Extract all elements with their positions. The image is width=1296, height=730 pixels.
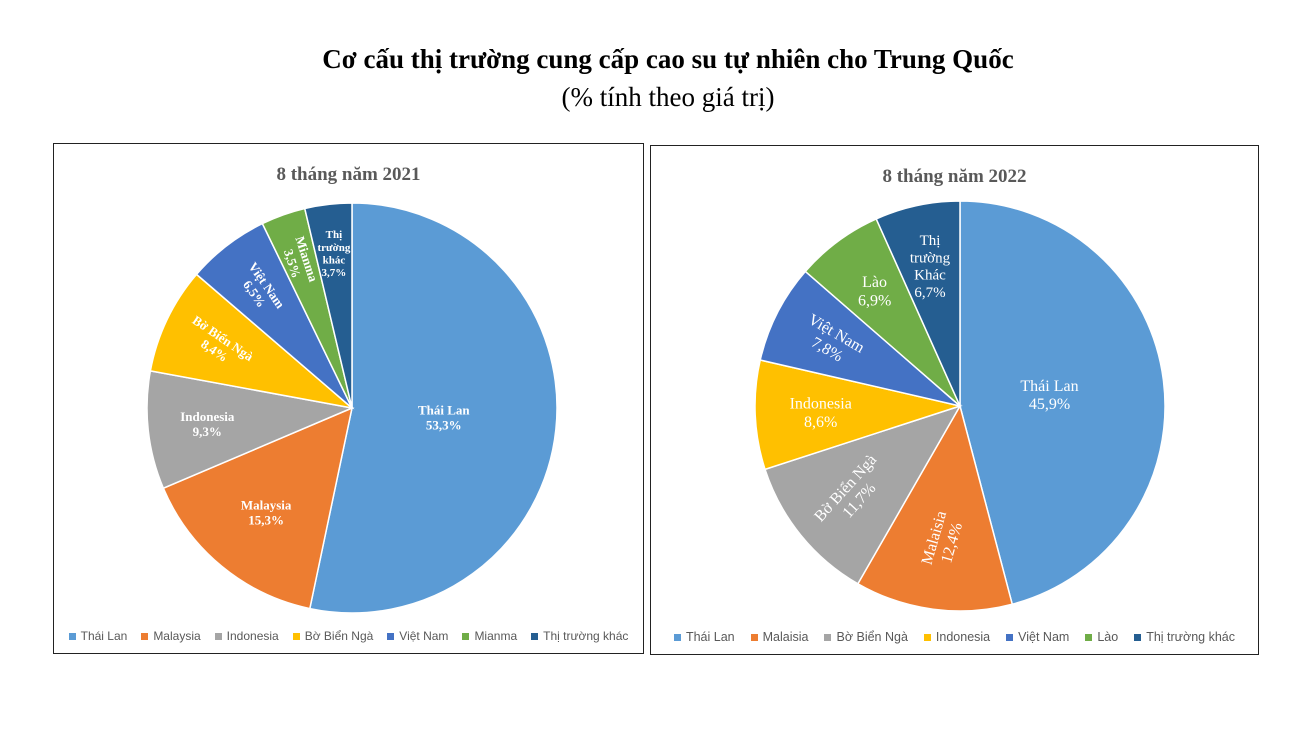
pie-slice-7 [875,200,961,407]
chart-title: 8 tháng năm 2021 [276,164,421,185]
legend-label: Thị trường khác [1146,630,1236,644]
pie-chart-2021: Thái Lan 53,3%Malaysia 15,3%Indonesia 9,3%B… [146,202,558,614]
legend-label: Thái Lan [685,630,735,644]
data-label: Thái Lan 45,9% [1020,378,1078,413]
data-label: Thị trường Khác 6,7% [910,233,951,301]
chart-legend: Thái Lan Malaisia Bờ Biển Ngà Indonesia Việt… [651,630,1258,644]
legend-swatch [387,632,395,640]
chart-panel-2022: 8 tháng năm 2022 Thái Lan 45,9% Malaisia12… [650,145,1259,655]
legend-item: Thái Lan [68,629,128,643]
legend-item: Thị trường khác [531,629,628,643]
pie-slice-3 [764,404,962,585]
legend-swatch [824,633,832,641]
pie-slice-1 [308,202,558,614]
pie-slice-2 [162,406,354,610]
legend-item: Lào [1085,630,1118,644]
legend-item: Malaysia [141,629,201,643]
chart-legend: Thái Lan Malaysia Indonesia Bờ Biển Ngà Việt… [54,629,643,643]
legend-item: Bờ Biển Ngà [292,629,374,643]
data-label: Thái Lan 53,3% [418,403,470,433]
legend-swatch [292,632,300,640]
pie-slice-7 [303,202,353,409]
legend-label: Thái Lan [80,629,128,643]
page-title: Cơ cấu thị trường cung cấp cao su tự nhi… [322,44,1014,74]
legend-swatch [923,633,931,641]
pie-slice-4 [149,273,355,410]
pie-slice-4 [754,359,963,471]
legend-swatch [462,632,470,640]
legend-item: Thị trường khác [1134,630,1235,644]
legend-item: Malaisia [750,630,809,644]
legend-label: Malaisia [762,630,809,644]
legend-swatch [531,632,539,640]
legend-label: Việt Nam [1018,630,1070,644]
legend-item: Indonesia [923,630,991,644]
legend-item: Việt Nam [1006,630,1069,644]
legend-label: Bờ Biển Ngà [836,630,908,644]
pie-slice-5 [759,270,961,407]
legend-swatch [68,632,76,640]
legend-item: Thái Lan [673,630,735,644]
legend-swatch [214,632,222,640]
legend-label: Mianma [474,629,518,643]
legend-swatch [1006,633,1014,641]
chart-title: 8 tháng năm 2022 [882,166,1027,187]
legend-label: Thị trường khác [543,629,629,643]
pie-chart-2022: Thái Lan 45,9%Malaisia12,4%Bờ Biển Ngà11,… [754,200,1166,612]
legend-label: Việt Nam [399,629,449,643]
legend-label: Indonesia [226,629,279,643]
page-subtitle: (% tính theo giá trị) [561,82,775,112]
legend-swatch [1134,633,1142,641]
data-label: Indonesia 9,3% [180,409,235,439]
legend-swatch [1085,633,1093,641]
legend-label: Lào [1097,630,1119,644]
legend-label: Bờ Biển Ngà [304,629,374,643]
data-label: Indonesia 8,6% [790,396,852,431]
legend-item: Việt Nam [387,629,448,643]
legend-swatch [750,633,758,641]
pie-slice-3 [146,369,355,490]
data-label: Malaysia 15,3% [241,498,292,528]
legend-item: Mianma [462,629,517,643]
legend-label: Indonesia [935,630,991,644]
legend-swatch [141,632,149,640]
data-label: Thị trường khác 3,7% [317,229,350,279]
chart-panel-2021: 8 tháng năm 2021 Thái Lan 53,3% Malaysia 15… [53,143,644,654]
data-label: Lào 6,9% [858,274,891,309]
pie-slice-2 [856,404,1014,612]
legend-item: Indonesia [214,629,279,643]
legend-swatch [673,633,681,641]
pie-slice-1 [959,200,1166,606]
legend-item: Bờ Biển Ngà [824,630,908,644]
legend-label: Malaysia [153,629,201,643]
